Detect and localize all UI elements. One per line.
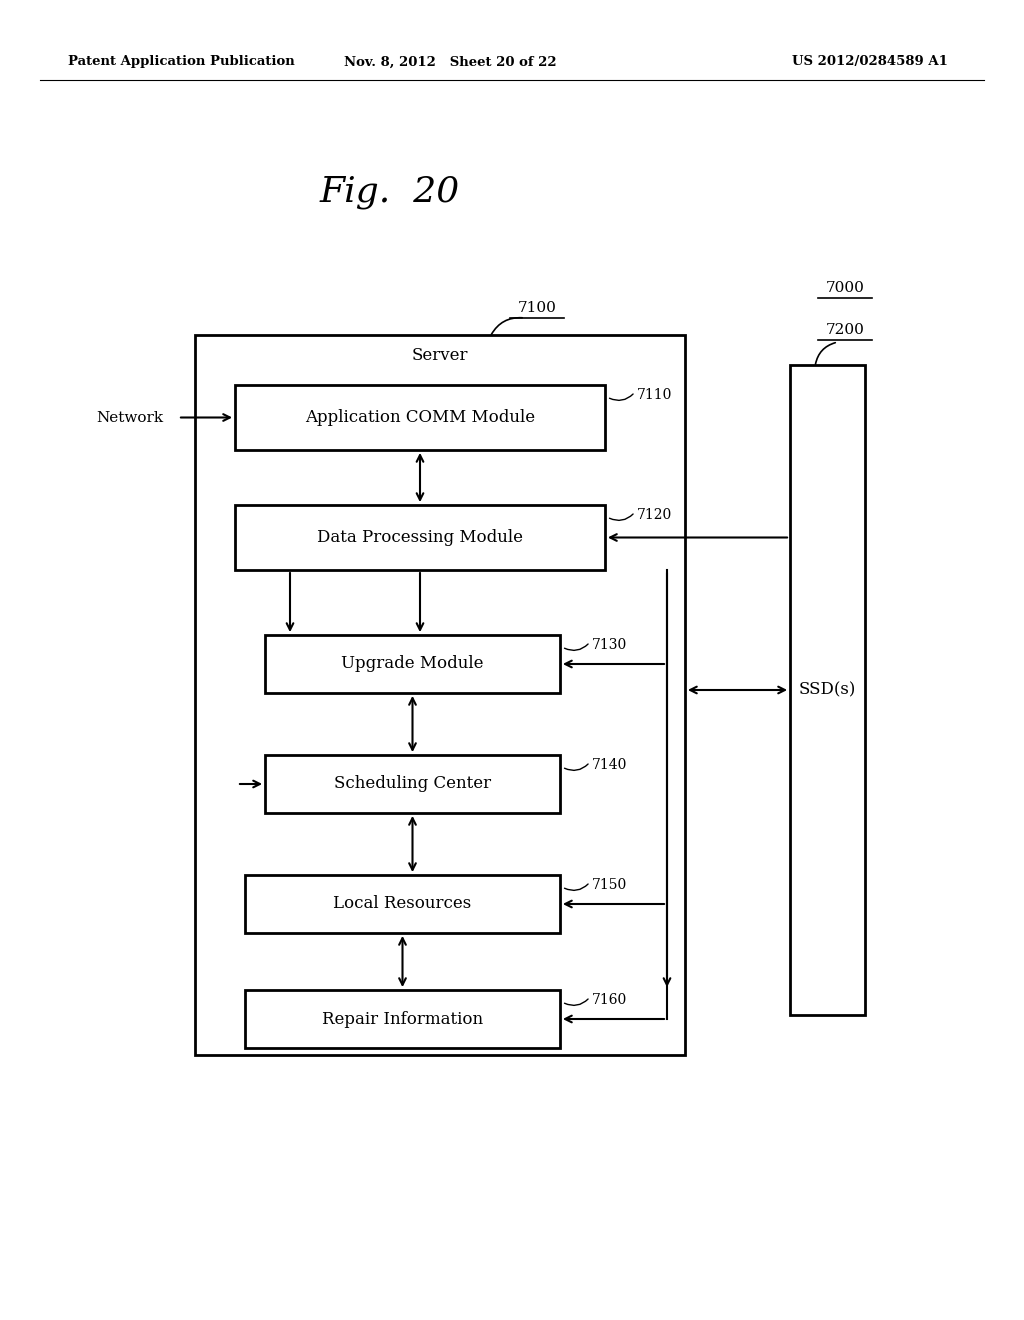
Text: Network: Network [96, 411, 164, 425]
Text: 7140: 7140 [592, 758, 628, 772]
Text: Repair Information: Repair Information [322, 1011, 483, 1027]
Text: 7110: 7110 [637, 388, 673, 403]
Text: Patent Application Publication: Patent Application Publication [68, 55, 295, 69]
Text: Scheduling Center: Scheduling Center [334, 776, 492, 792]
Text: US 2012/0284589 A1: US 2012/0284589 A1 [792, 55, 948, 69]
Text: 7100: 7100 [517, 301, 556, 315]
Bar [245, 875, 560, 933]
Text: Nov. 8, 2012   Sheet 20 of 22: Nov. 8, 2012 Sheet 20 of 22 [344, 55, 556, 69]
Text: 7150: 7150 [592, 878, 628, 892]
Bar [245, 990, 560, 1048]
Bar [234, 506, 605, 570]
Text: 7200: 7200 [825, 323, 864, 337]
Text: Data Processing Module: Data Processing Module [317, 529, 523, 546]
Text: Local Resources: Local Resources [334, 895, 472, 912]
Bar [195, 335, 685, 1055]
Bar [234, 385, 605, 450]
Text: 7130: 7130 [592, 638, 628, 652]
Text: Upgrade Module: Upgrade Module [341, 656, 483, 672]
Text: 7000: 7000 [825, 281, 864, 294]
Text: Server: Server [412, 346, 468, 363]
Bar [790, 366, 865, 1015]
Text: 7120: 7120 [637, 508, 672, 521]
Bar [265, 635, 560, 693]
Bar [265, 755, 560, 813]
Text: Fig.  20: Fig. 20 [319, 176, 460, 209]
Text: 7160: 7160 [592, 993, 628, 1007]
Text: SSD(s): SSD(s) [799, 681, 856, 698]
Text: Application COMM Module: Application COMM Module [305, 409, 536, 426]
